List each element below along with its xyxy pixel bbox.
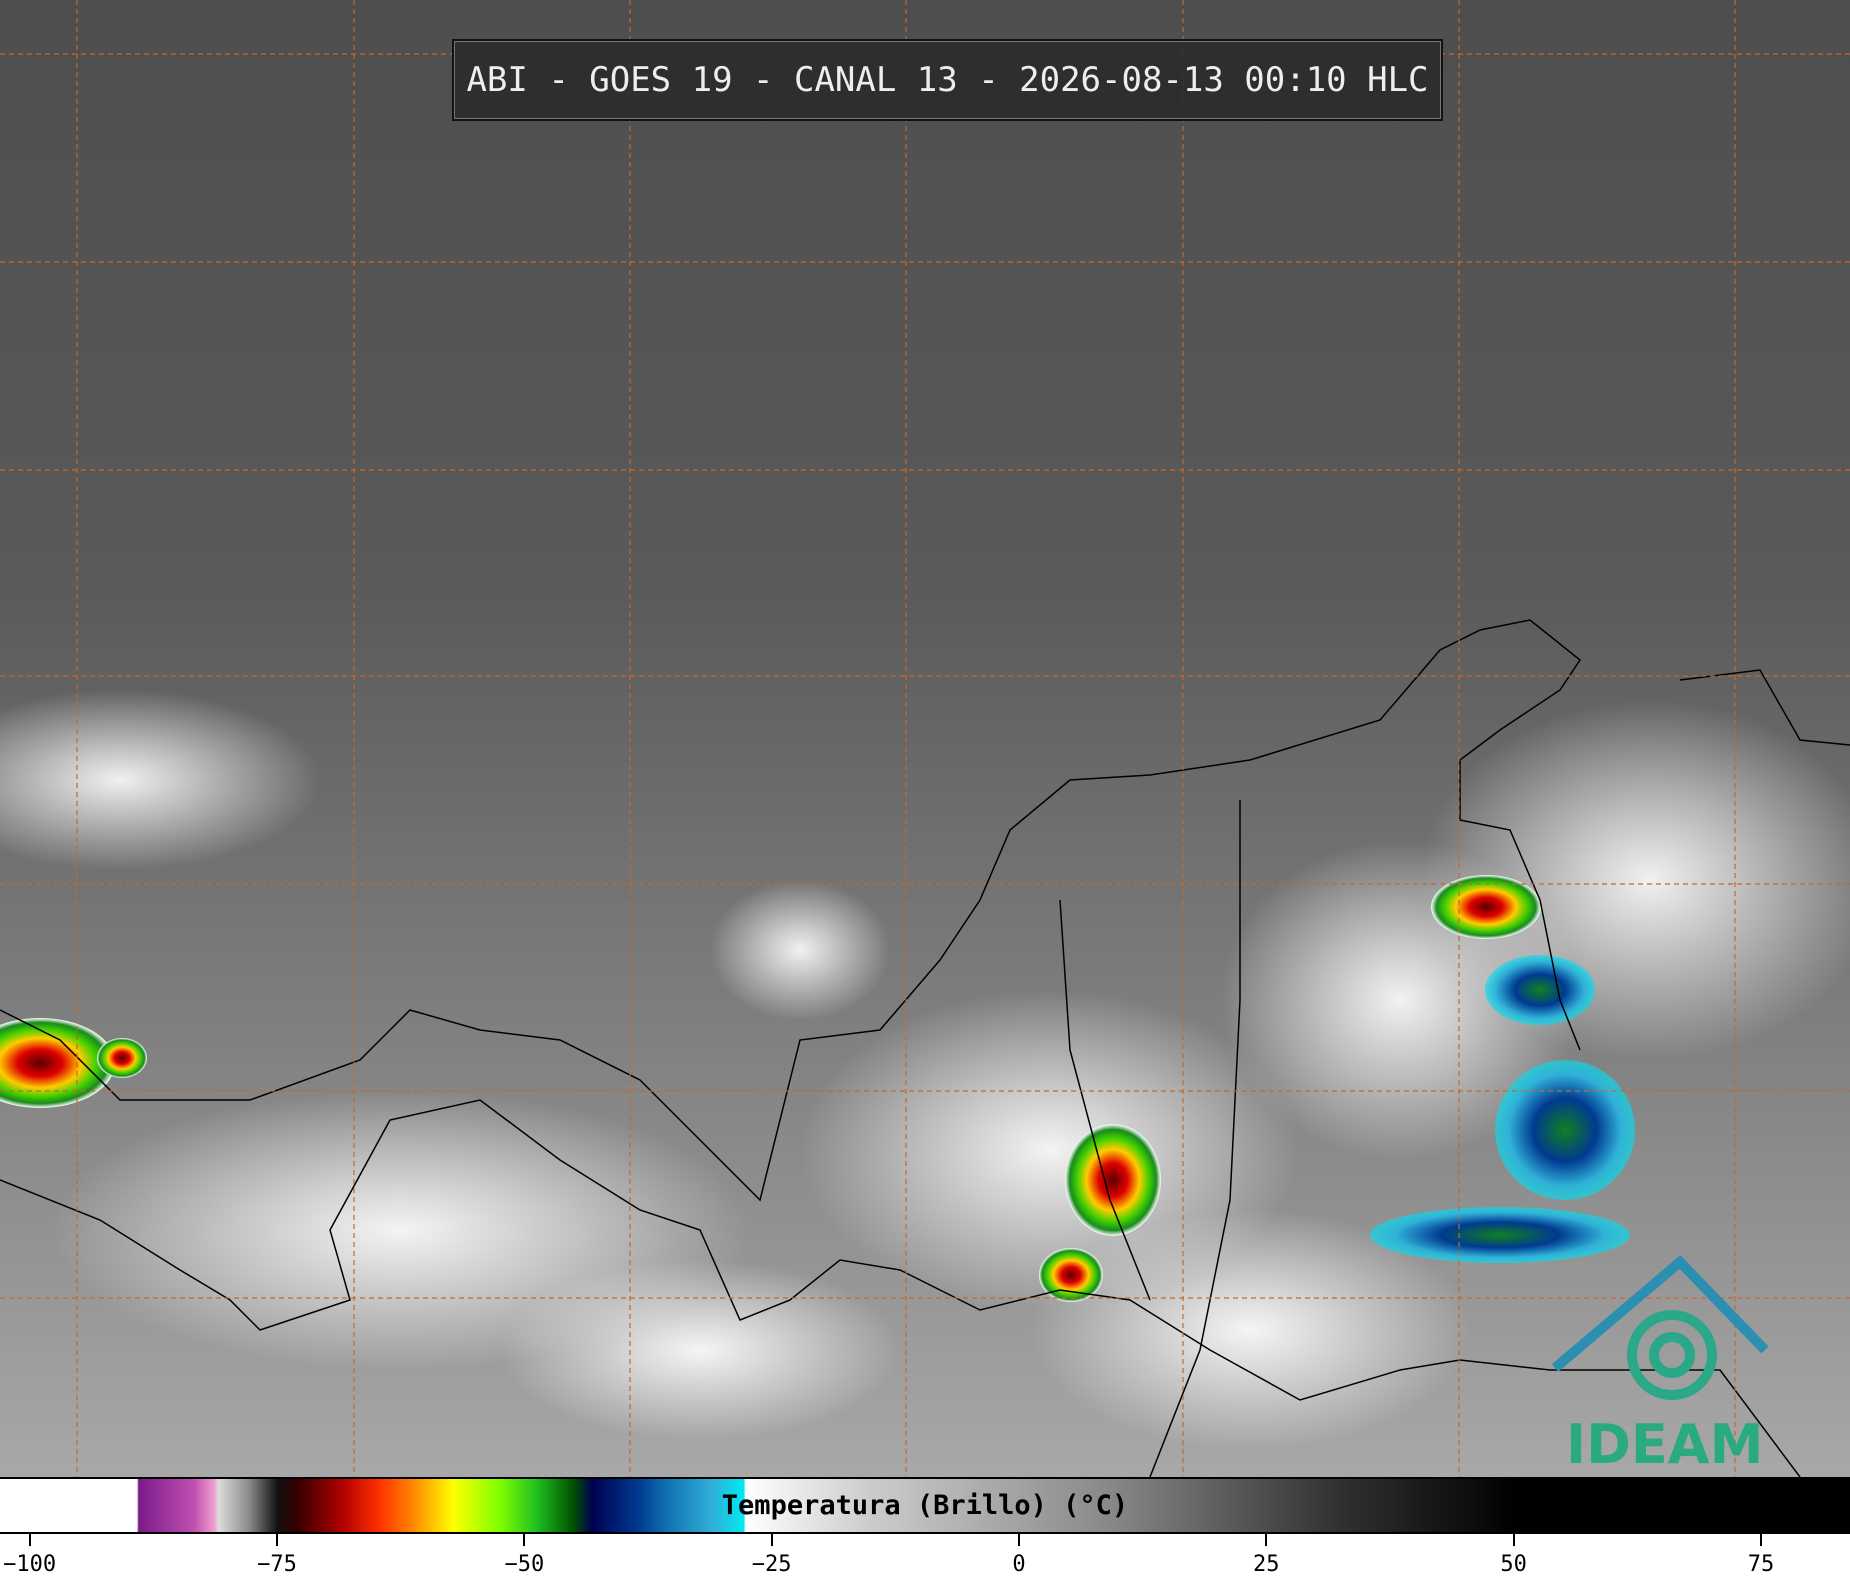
tick-mark	[1759, 1534, 1762, 1546]
tick-label: −100	[3, 1552, 57, 1577]
tick-label: −25	[751, 1552, 792, 1577]
logo: IDEAM	[1566, 1413, 1764, 1476]
tick-label: 50	[1500, 1552, 1527, 1577]
tick-mark	[276, 1534, 278, 1546]
tick-mark	[770, 1534, 773, 1546]
tick-mark	[28, 1534, 31, 1546]
tick-label: −75	[257, 1552, 297, 1577]
title: ABI - GOES 19 - CANAL 13 - 2026-08-13 00…	[452, 39, 1443, 121]
tick-label: 75	[1747, 1552, 1775, 1577]
satellite-image	[0, 0, 1850, 1477]
tick-mark	[1017, 1534, 1020, 1546]
tick-mark	[1512, 1534, 1515, 1546]
tick-label: 25	[1253, 1552, 1280, 1577]
tick-mark	[1265, 1534, 1268, 1546]
tick-area	[0, 1534, 1850, 1577]
colorbar-label: Temperatura (Brillo) (°C)	[721, 1490, 1129, 1521]
tick-mark	[523, 1534, 526, 1546]
colorbar	[0, 1477, 1850, 1534]
tick-label: 0	[1012, 1552, 1026, 1577]
tick-label: −50	[504, 1552, 545, 1577]
